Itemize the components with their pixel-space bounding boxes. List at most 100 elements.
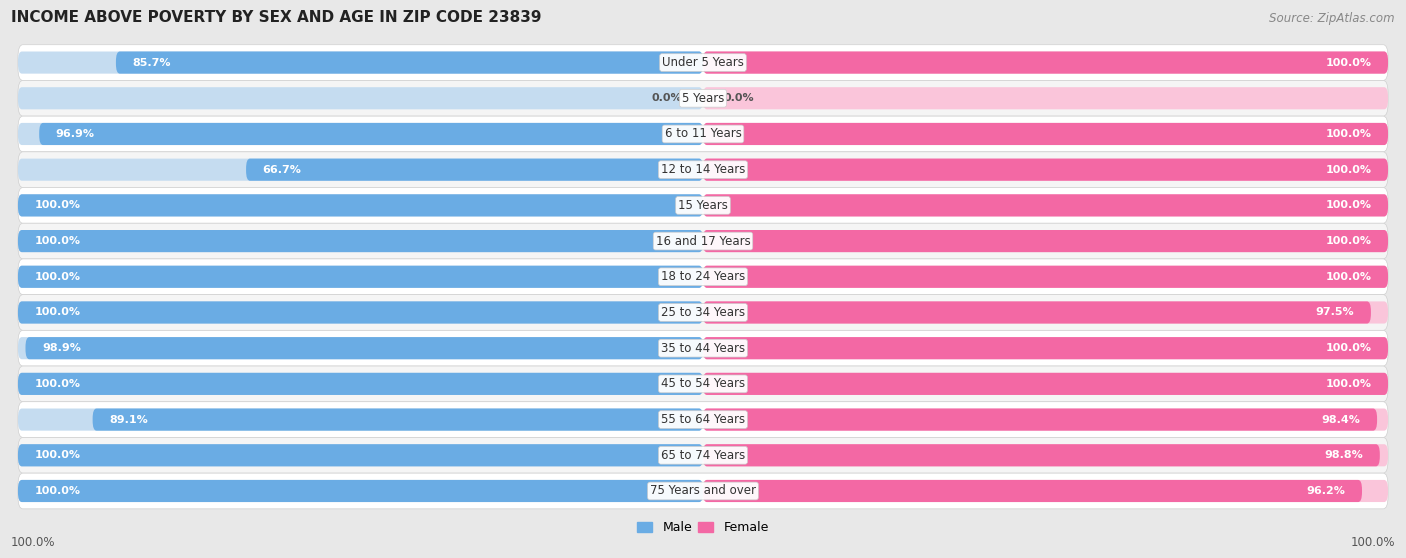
FancyBboxPatch shape xyxy=(703,480,1362,502)
Text: 100.0%: 100.0% xyxy=(11,536,56,549)
Text: 100.0%: 100.0% xyxy=(1326,343,1372,353)
FancyBboxPatch shape xyxy=(246,158,703,181)
FancyBboxPatch shape xyxy=(703,158,1388,181)
FancyBboxPatch shape xyxy=(18,230,703,252)
FancyBboxPatch shape xyxy=(703,408,1388,431)
FancyBboxPatch shape xyxy=(703,301,1371,324)
FancyBboxPatch shape xyxy=(39,123,703,145)
FancyBboxPatch shape xyxy=(703,51,1388,74)
FancyBboxPatch shape xyxy=(18,230,703,252)
Text: 18 to 24 Years: 18 to 24 Years xyxy=(661,270,745,283)
FancyBboxPatch shape xyxy=(703,87,1388,109)
FancyBboxPatch shape xyxy=(18,266,703,288)
Legend: Male, Female: Male, Female xyxy=(633,516,773,539)
Text: 89.1%: 89.1% xyxy=(110,415,148,425)
Text: 100.0%: 100.0% xyxy=(34,450,80,460)
Text: 100.0%: 100.0% xyxy=(1326,165,1372,175)
Text: 98.9%: 98.9% xyxy=(42,343,80,353)
FancyBboxPatch shape xyxy=(703,408,1376,431)
FancyBboxPatch shape xyxy=(703,337,1388,359)
Text: 15 Years: 15 Years xyxy=(678,199,728,212)
FancyBboxPatch shape xyxy=(703,194,1388,217)
FancyBboxPatch shape xyxy=(18,187,1388,223)
Text: 100.0%: 100.0% xyxy=(34,236,80,246)
FancyBboxPatch shape xyxy=(18,194,703,217)
FancyBboxPatch shape xyxy=(703,158,1388,181)
FancyBboxPatch shape xyxy=(18,444,703,466)
FancyBboxPatch shape xyxy=(18,87,703,109)
FancyBboxPatch shape xyxy=(115,51,703,74)
Text: 100.0%: 100.0% xyxy=(34,272,80,282)
FancyBboxPatch shape xyxy=(703,266,1388,288)
FancyBboxPatch shape xyxy=(18,223,1388,259)
Text: 0.0%: 0.0% xyxy=(724,93,754,103)
FancyBboxPatch shape xyxy=(18,480,703,502)
FancyBboxPatch shape xyxy=(18,123,703,145)
Text: 100.0%: 100.0% xyxy=(1326,379,1372,389)
FancyBboxPatch shape xyxy=(93,408,703,431)
Text: INCOME ABOVE POVERTY BY SEX AND AGE IN ZIP CODE 23839: INCOME ABOVE POVERTY BY SEX AND AGE IN Z… xyxy=(11,9,541,25)
FancyBboxPatch shape xyxy=(18,437,1388,473)
FancyBboxPatch shape xyxy=(18,366,1388,402)
Text: 97.5%: 97.5% xyxy=(1316,307,1354,318)
FancyBboxPatch shape xyxy=(703,480,1388,502)
Text: 100.0%: 100.0% xyxy=(34,307,80,318)
FancyBboxPatch shape xyxy=(703,444,1379,466)
FancyBboxPatch shape xyxy=(18,116,1388,152)
FancyBboxPatch shape xyxy=(18,480,703,502)
FancyBboxPatch shape xyxy=(703,301,1388,324)
FancyBboxPatch shape xyxy=(703,194,1388,217)
Text: Under 5 Years: Under 5 Years xyxy=(662,56,744,69)
FancyBboxPatch shape xyxy=(18,373,703,395)
FancyBboxPatch shape xyxy=(18,473,1388,509)
Text: 55 to 64 Years: 55 to 64 Years xyxy=(661,413,745,426)
FancyBboxPatch shape xyxy=(18,408,703,431)
Text: 100.0%: 100.0% xyxy=(34,200,80,210)
FancyBboxPatch shape xyxy=(703,230,1388,252)
Text: 6 to 11 Years: 6 to 11 Years xyxy=(665,127,741,141)
Text: 100.0%: 100.0% xyxy=(1326,129,1372,139)
FancyBboxPatch shape xyxy=(18,444,703,466)
Text: 66.7%: 66.7% xyxy=(263,165,301,175)
FancyBboxPatch shape xyxy=(18,295,1388,330)
FancyBboxPatch shape xyxy=(18,330,1388,366)
FancyBboxPatch shape xyxy=(18,259,1388,295)
Text: 96.2%: 96.2% xyxy=(1306,486,1346,496)
Text: 85.7%: 85.7% xyxy=(132,57,172,68)
Text: 16 and 17 Years: 16 and 17 Years xyxy=(655,234,751,248)
FancyBboxPatch shape xyxy=(18,158,703,181)
FancyBboxPatch shape xyxy=(18,337,703,359)
Text: 100.0%: 100.0% xyxy=(1326,200,1372,210)
Text: 100.0%: 100.0% xyxy=(1326,272,1372,282)
FancyBboxPatch shape xyxy=(703,444,1388,466)
Text: 0.0%: 0.0% xyxy=(652,93,682,103)
Text: 45 to 54 Years: 45 to 54 Years xyxy=(661,377,745,391)
Text: 12 to 14 Years: 12 to 14 Years xyxy=(661,163,745,176)
FancyBboxPatch shape xyxy=(703,123,1388,145)
FancyBboxPatch shape xyxy=(18,80,1388,116)
Text: 100.0%: 100.0% xyxy=(1350,536,1395,549)
Text: 100.0%: 100.0% xyxy=(34,379,80,389)
FancyBboxPatch shape xyxy=(18,51,703,74)
FancyBboxPatch shape xyxy=(18,373,703,395)
FancyBboxPatch shape xyxy=(703,123,1388,145)
Text: 35 to 44 Years: 35 to 44 Years xyxy=(661,341,745,355)
Text: Source: ZipAtlas.com: Source: ZipAtlas.com xyxy=(1270,12,1395,25)
FancyBboxPatch shape xyxy=(703,373,1388,395)
Text: 65 to 74 Years: 65 to 74 Years xyxy=(661,449,745,462)
FancyBboxPatch shape xyxy=(18,402,1388,437)
FancyBboxPatch shape xyxy=(25,337,703,359)
Text: 25 to 34 Years: 25 to 34 Years xyxy=(661,306,745,319)
FancyBboxPatch shape xyxy=(18,301,703,324)
FancyBboxPatch shape xyxy=(18,152,1388,187)
FancyBboxPatch shape xyxy=(703,373,1388,395)
Text: 100.0%: 100.0% xyxy=(1326,236,1372,246)
FancyBboxPatch shape xyxy=(703,230,1388,252)
Text: 96.9%: 96.9% xyxy=(56,129,94,139)
FancyBboxPatch shape xyxy=(703,266,1388,288)
Text: 98.4%: 98.4% xyxy=(1322,415,1361,425)
FancyBboxPatch shape xyxy=(18,301,703,324)
FancyBboxPatch shape xyxy=(703,337,1388,359)
FancyBboxPatch shape xyxy=(18,45,1388,80)
Text: 5 Years: 5 Years xyxy=(682,92,724,105)
